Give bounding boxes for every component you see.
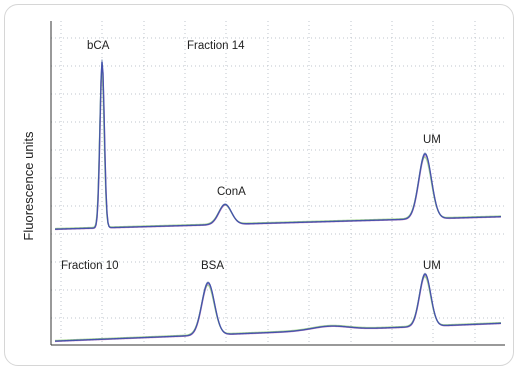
panel-label: Fraction 10 bbox=[61, 260, 119, 272]
peak-label: BSA bbox=[201, 260, 224, 272]
trace-line bbox=[54, 61, 502, 230]
peak-label: ConA bbox=[217, 186, 246, 198]
chart-frame: Fluorescence units Fraction 14 Fraction 1… bbox=[4, 4, 514, 366]
peak-label: UM bbox=[423, 134, 441, 146]
trace-line bbox=[54, 273, 502, 342]
electropherogram-plot: Fraction 14 Fraction 10 bCA ConA UM BSA UM bbox=[50, 21, 505, 346]
peak-label: bCA bbox=[87, 40, 110, 52]
trace-line bbox=[54, 67, 502, 231]
trace-line bbox=[54, 275, 502, 341]
panel-label: Fraction 14 bbox=[187, 40, 245, 52]
trace-line bbox=[54, 71, 502, 229]
trace-line bbox=[54, 272, 502, 342]
peak-label: UM bbox=[423, 260, 441, 272]
